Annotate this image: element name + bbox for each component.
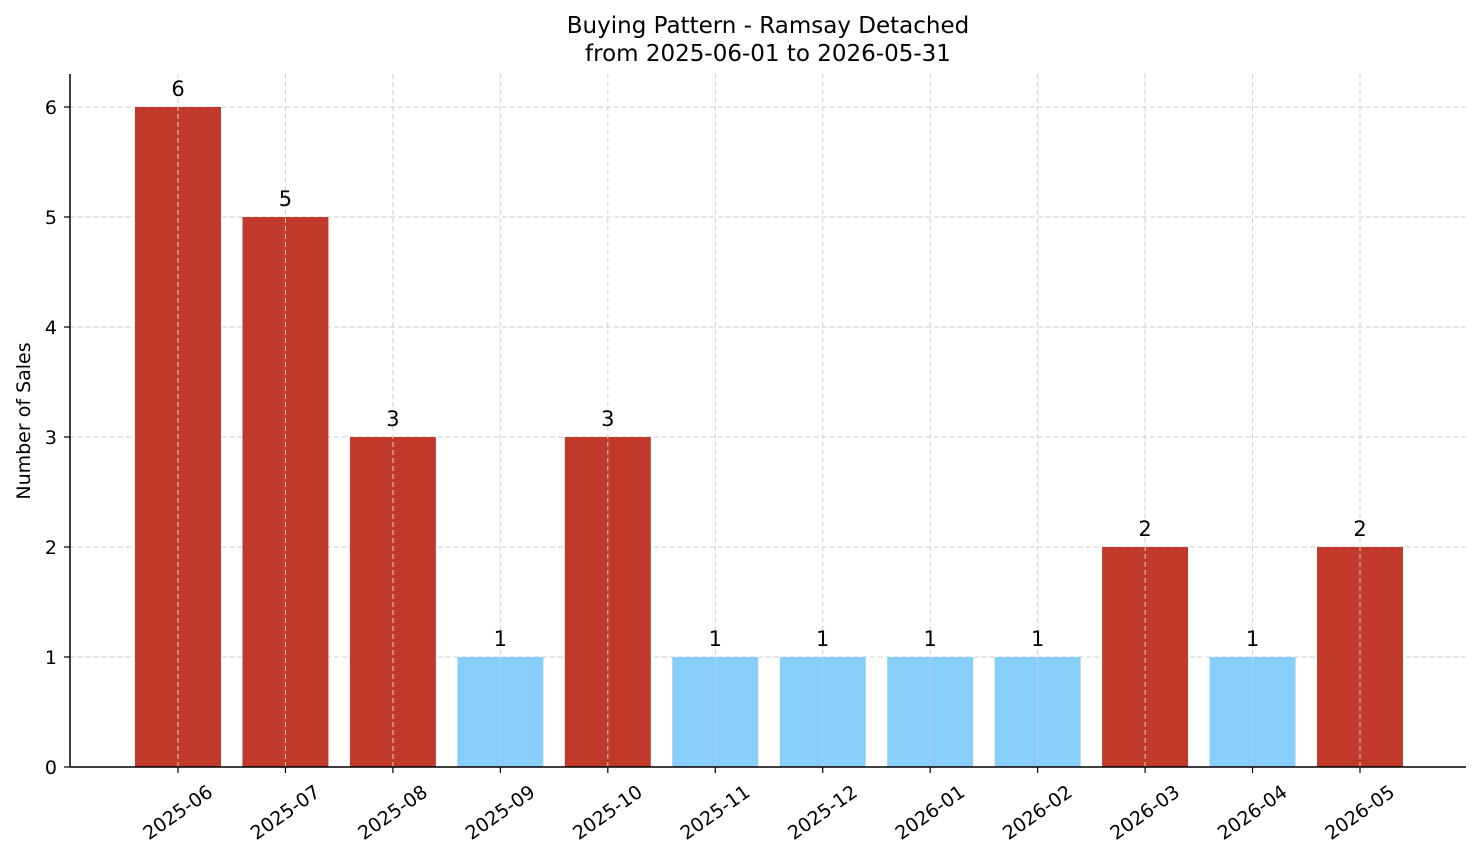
y-tick-label: 6 — [45, 97, 57, 119]
y-tick-label: 1 — [45, 647, 57, 669]
x-tick-label: 2025-10 — [569, 781, 647, 845]
x-tick-label: 2026-05 — [1321, 781, 1399, 845]
bar-value-label: 1 — [1031, 627, 1044, 651]
x-tick-label: 2025-06 — [139, 781, 217, 845]
x-tick-label: 2026-04 — [1214, 781, 1292, 845]
y-tick-label: 4 — [45, 317, 57, 339]
bar-value-label: 1 — [494, 627, 507, 651]
axes — [69, 74, 1466, 768]
bar-value-label: 3 — [386, 407, 399, 431]
y-tick-label: 2 — [45, 537, 57, 559]
x-tick-label: 2026-02 — [999, 781, 1077, 845]
x-tick-label: 2025-08 — [354, 781, 432, 845]
x-tick-label: 2025-07 — [247, 781, 325, 845]
bar-value-label: 6 — [171, 77, 184, 101]
chart-title: Buying Pattern - Ramsay Detached — [567, 13, 969, 39]
x-tick-label: 2025-11 — [676, 781, 754, 845]
x-tick-label: 2025-09 — [462, 781, 540, 845]
bar-value-label: 1 — [816, 627, 829, 651]
bar-value-label: 1 — [709, 627, 722, 651]
x-tick-label: 2026-03 — [1106, 781, 1184, 845]
vertical-grid — [177, 74, 1361, 767]
value-labels: 6 5 3 1 3 1 1 1 1 2 1 2 — [171, 77, 1366, 651]
bar-value-label: 1 — [923, 627, 936, 651]
bar-value-label: 3 — [601, 407, 614, 431]
x-tick-label: 2025-12 — [784, 781, 862, 845]
y-tick-label: 3 — [45, 427, 57, 449]
chart-subtitle: from 2025-06-01 to 2026-05-31 — [585, 41, 951, 67]
bar-value-label: 1 — [1246, 627, 1259, 651]
y-axis-label: Number of Sales — [13, 342, 35, 499]
y-tick-label: 0 — [45, 757, 57, 779]
x-tick-label: 2026-01 — [891, 781, 969, 845]
bar-value-label: 2 — [1353, 517, 1366, 541]
y-tick-label: 5 — [45, 207, 57, 229]
bar-value-label: 2 — [1138, 517, 1151, 541]
bar-value-label: 5 — [279, 187, 292, 211]
